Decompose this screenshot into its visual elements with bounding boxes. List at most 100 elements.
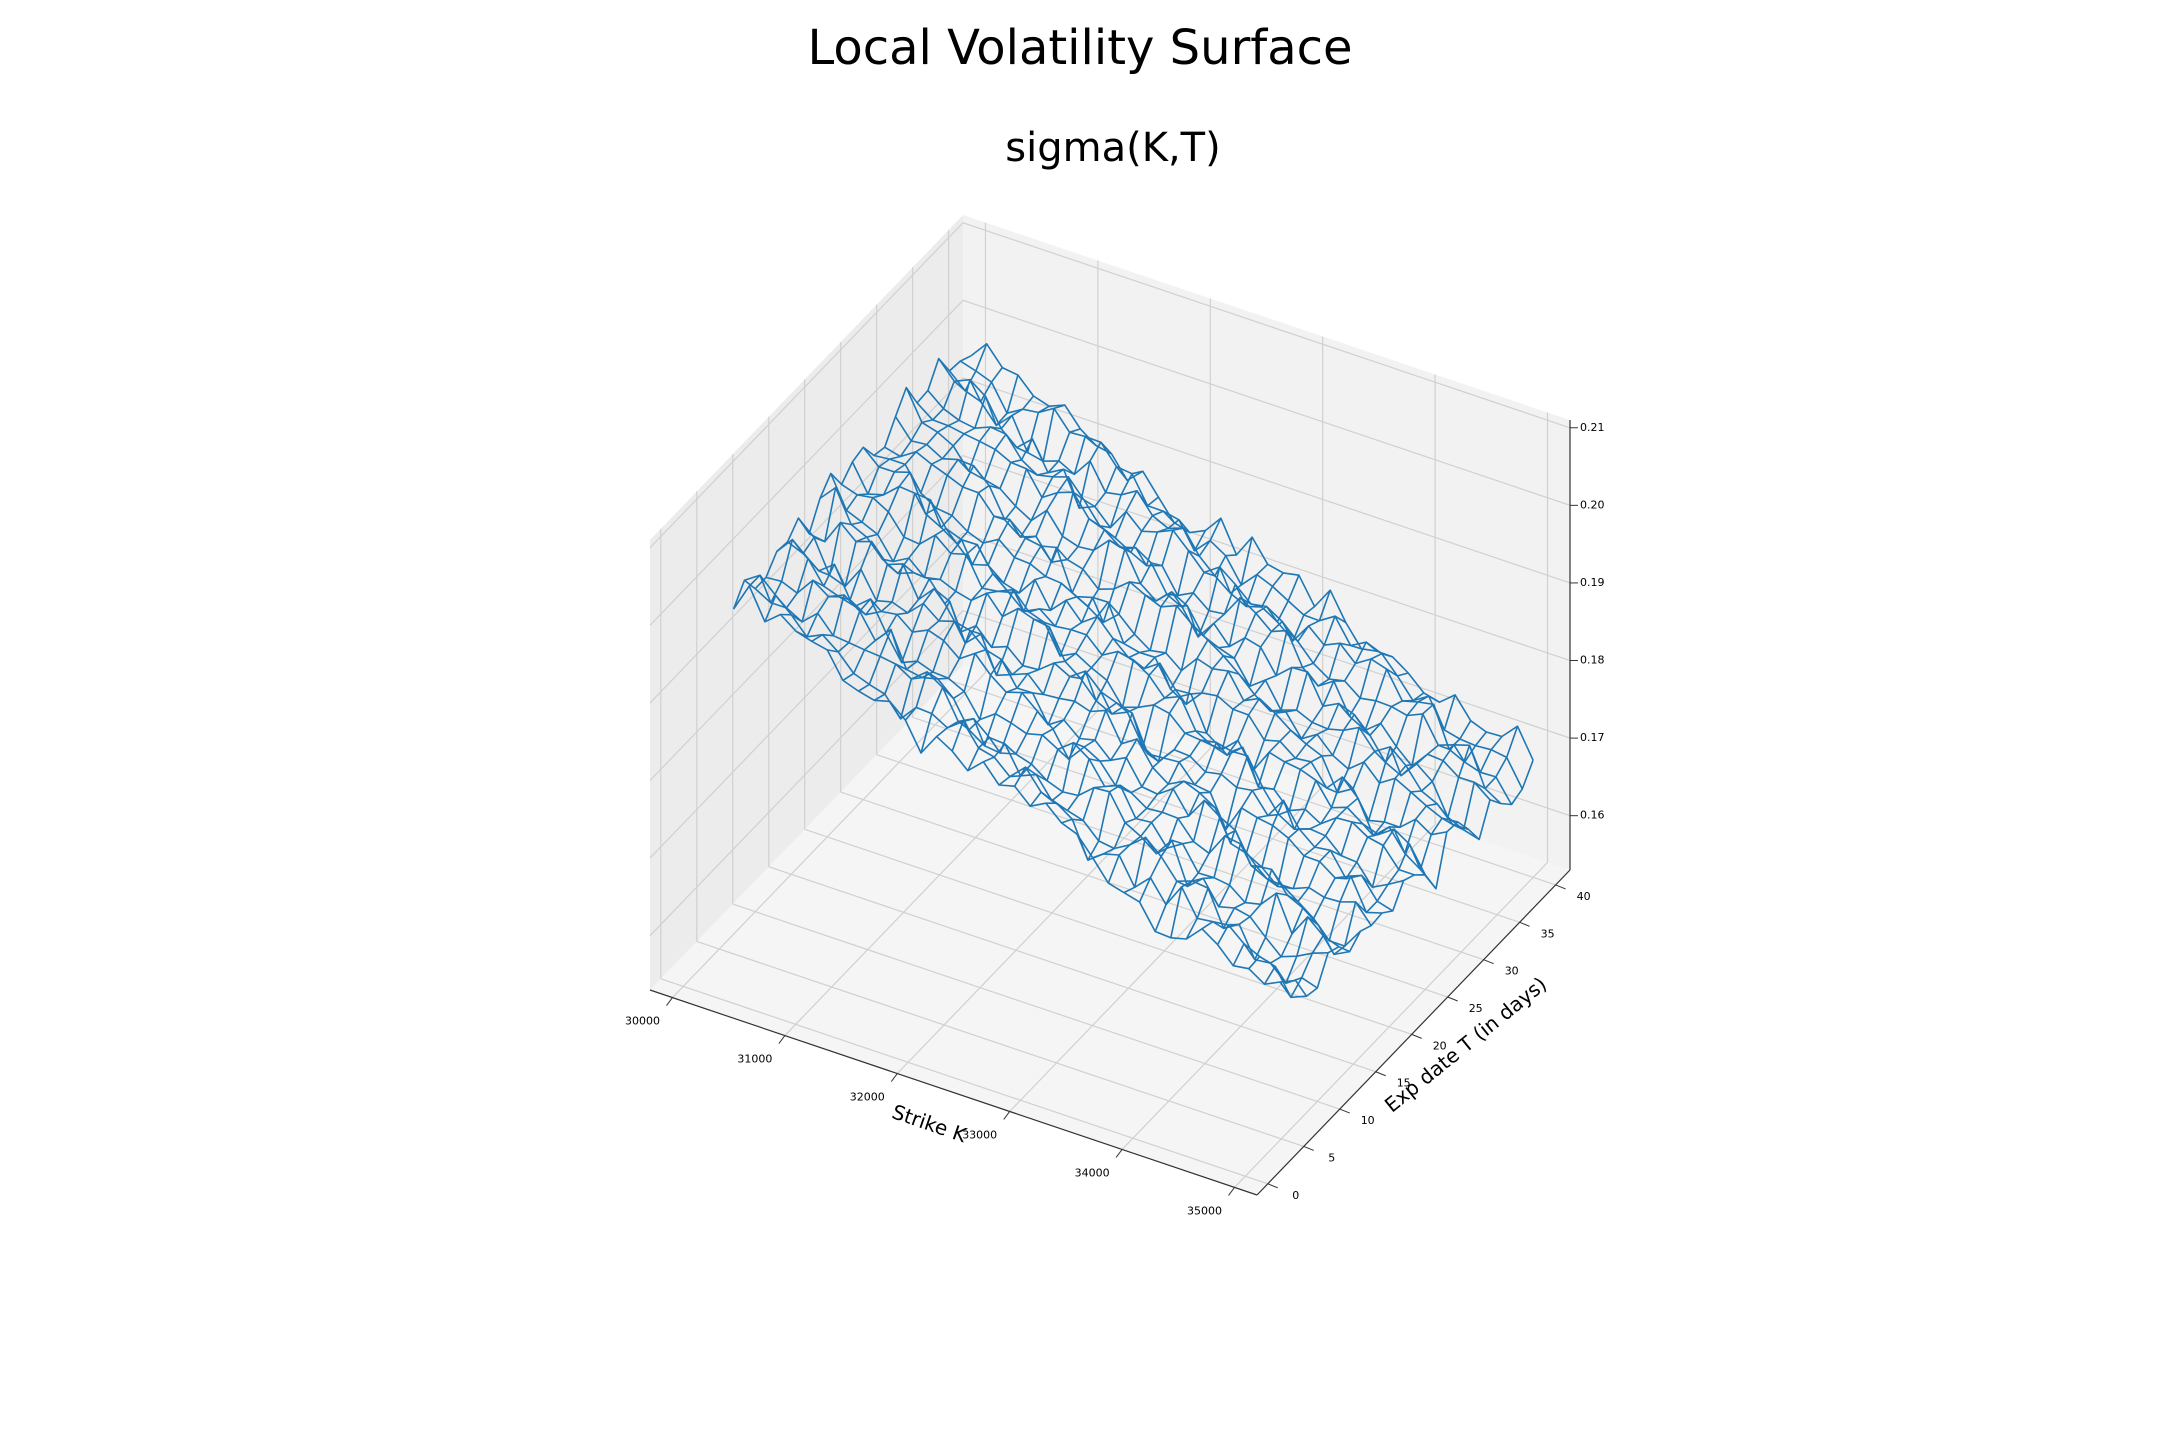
surface-strike-line [967,527,1207,772]
grid-line-strike-floor [1121,824,1436,1150]
y-tick-label: 40 [1577,890,1591,903]
z-tick-label: 0.17 [1580,731,1605,744]
surface-strike-line [1154,652,1393,932]
surface-strike-line [1201,695,1440,930]
y-tick-label: 30 [1505,965,1519,978]
y-tick-mark [1555,884,1566,890]
surface-strike-line [842,428,1081,682]
grid-line-expiry-floor [768,866,1376,1073]
grid-line-sigma-left [649,610,964,937]
surface-strike-line [1263,735,1503,985]
surface-strike-line [1061,574,1300,824]
y-tick-mark [1267,1183,1278,1189]
surface-strike-line [1029,563,1269,807]
grid-line-sigma-back [962,454,1571,662]
grid-line-sigma-back [962,299,1571,506]
grid-line-expiry-floor [876,754,1484,961]
grid-line-sigma-left [649,377,964,704]
surface-strike-line [764,367,1003,623]
x-tick-label: 34000 [1075,1166,1110,1179]
y-tick-mark [1303,1145,1314,1151]
grid-line-sigma-back [962,222,1571,429]
grid-line-sigma-back [962,532,1571,739]
surface-strike-line [1279,725,1519,999]
grid-line-strike-floor [672,672,986,999]
y-tick-mark [1519,921,1530,927]
grid-line-strike-floor [784,710,1099,1036]
y-tick-label: 35 [1541,927,1555,940]
surface-strike-line [732,355,972,610]
z-tick-label: 0.21 [1580,421,1605,434]
surface-strike-line [983,517,1222,763]
back-wall-pane [963,215,1570,870]
grid-line-strike-floor [896,748,1211,1074]
axis-lines [649,420,1578,1196]
grid-line-sigma-left [649,532,964,859]
surface-strike-line [1185,692,1425,940]
surface-strike-line [1216,694,1456,945]
y-axis-line [1256,869,1571,1196]
y-tick-label: 25 [1469,1002,1483,1015]
z-tick-label: 0.19 [1580,576,1605,589]
surface-strike-line [1092,589,1331,859]
y-tick-label: 0 [1292,1189,1299,1202]
grid-line-sigma-back [962,377,1571,584]
surface-strike-line [920,489,1159,754]
grid-line-expiry-floor [660,978,1268,1185]
grid-line-sigma-left [649,222,964,549]
grid-line-expiry-floor [840,791,1448,998]
x-tick-label: 32000 [850,1091,885,1104]
surface-strike-line [811,405,1050,642]
y-tick-label: 10 [1361,1114,1375,1127]
floor-pane [650,665,1570,1195]
x-tick-mark [666,997,673,1006]
x-axis-label: Strike K [889,1100,970,1148]
x-tick-mark [1003,1111,1011,1120]
surface-strike-line [827,404,1066,653]
surface-strike-line [951,518,1191,752]
surface-strike-line [1076,605,1316,861]
surface-strike-line [780,374,1019,623]
y-tick-mark [1483,959,1494,965]
surface-strike-line [1107,615,1347,884]
grid-line-sigma-left [649,299,964,626]
surface-strike-line [1170,668,1409,938]
grid-line-expiry-floor [696,940,1304,1148]
grid-line-expiry-floor [948,679,1556,886]
x-tick-mark [890,1073,898,1082]
chart-title: Local Volatility Surface [807,20,1353,76]
axis-panes [650,215,1570,1195]
y-tick-label: 15 [1397,1077,1411,1090]
surface-strike-line [904,470,1143,721]
surface-strike-line [1123,642,1362,894]
z-tick-label: 0.20 [1580,498,1605,511]
x-tick-mark [1115,1149,1123,1158]
surface-strike-line [1248,731,1487,970]
x-tick-label: 31000 [737,1053,772,1066]
x-tick-label: 30000 [625,1015,660,1028]
y-tick-mark [1411,1033,1422,1039]
z-tick-label: 0.16 [1580,809,1605,822]
grid-line-expiry-floor [732,903,1340,1110]
surface-strike-line [1138,641,1378,903]
x-tick-label: 35000 [1187,1204,1222,1217]
x-tick-mark [778,1035,786,1044]
surface-wireframe [732,342,1534,999]
surface-strike-line [858,435,1097,692]
grid-line-strike-floor [1234,861,1548,1188]
surface-strike-line [1232,720,1472,967]
y-tick-mark [1339,1108,1350,1114]
surface-strike-line [795,395,1035,638]
surface-strike-line [1014,536,1253,787]
surface-strike-line [873,441,1113,701]
y-tick-label: 20 [1433,1039,1447,1052]
x-tick-mark [1228,1187,1235,1196]
y-tick-mark [1447,996,1458,1002]
x-axis-line [649,989,1258,1196]
z-tick-label: 0.18 [1580,654,1605,667]
surface-strike-line [748,343,988,604]
grid-line-strike-floor [1009,786,1324,1112]
y-tick-label: 5 [1328,1151,1335,1164]
y-tick-mark [1375,1071,1386,1077]
